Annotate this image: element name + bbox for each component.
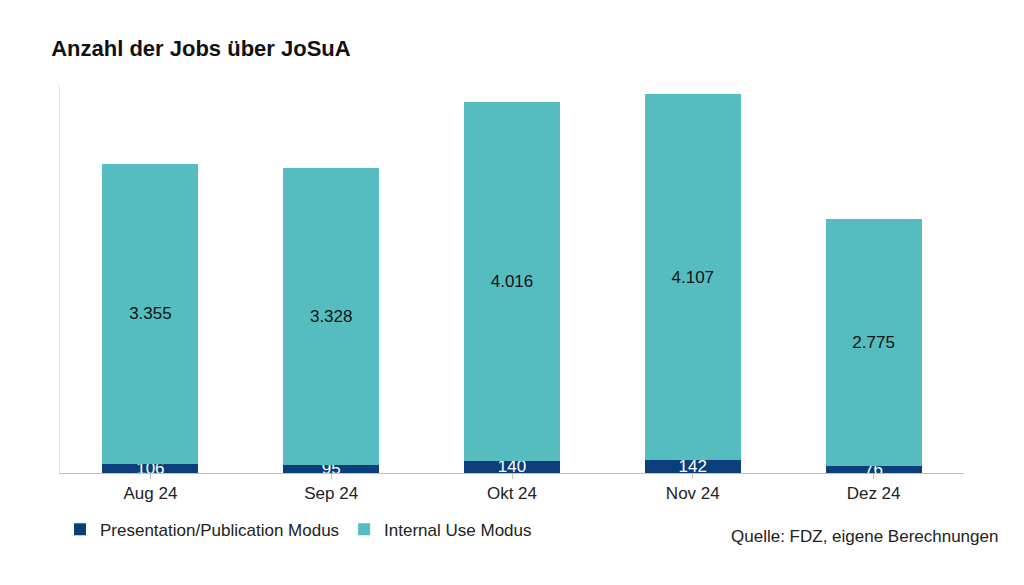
svg-text:Internal Use Modus: Internal Use Modus (384, 521, 531, 540)
svg-text:4.107: 4.107 (672, 268, 715, 287)
svg-text:142: 142 (679, 457, 707, 476)
svg-text:Nov 24: Nov 24 (666, 484, 720, 503)
svg-text:3.355: 3.355 (129, 304, 172, 323)
svg-text:Sep 24: Sep 24 (304, 484, 358, 503)
svg-text:3.328: 3.328 (310, 307, 353, 326)
svg-text:140: 140 (498, 457, 526, 476)
svg-text:2.775: 2.775 (852, 333, 895, 352)
svg-text:Okt 24: Okt 24 (487, 484, 537, 503)
svg-text:Aug 24: Aug 24 (123, 484, 177, 503)
svg-text:76: 76 (864, 460, 883, 479)
svg-text:95: 95 (322, 459, 341, 478)
svg-text:106: 106 (136, 459, 164, 478)
svg-text:Anzahl der Jobs über JoSuA: Anzahl der Jobs über JoSuA (51, 36, 351, 61)
svg-text:Quelle: FDZ, eigene Berechnung: Quelle: FDZ, eigene Berechnungen (731, 527, 998, 546)
svg-text:Dez 24: Dez 24 (847, 484, 901, 503)
svg-text:Presentation/Publication Modus: Presentation/Publication Modus (100, 521, 339, 540)
svg-text:4.016: 4.016 (491, 272, 534, 291)
